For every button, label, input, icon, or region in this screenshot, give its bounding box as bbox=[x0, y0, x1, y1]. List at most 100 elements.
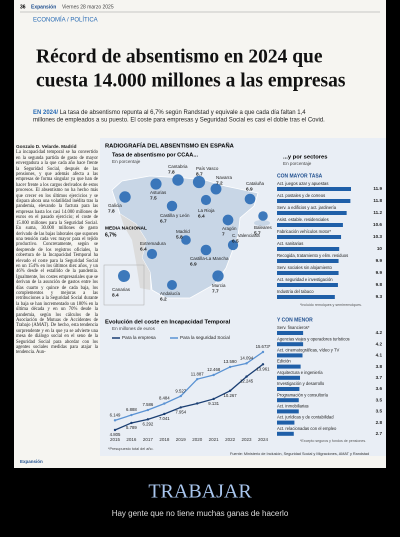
cost-point bbox=[130, 421, 133, 425]
region-value: 5.7 bbox=[254, 230, 261, 236]
sector-bar bbox=[277, 364, 301, 369]
cost-label: 14.094 bbox=[240, 355, 254, 360]
source: Fuente: Ministerio de Inclusión, Segurid… bbox=[230, 452, 369, 456]
sector-value: 2.7 bbox=[376, 431, 383, 436]
meme-title: TRABAJAR bbox=[148, 481, 252, 503]
sector-bar bbox=[277, 387, 300, 391]
lead-1: EN 2024/ La tasa de absentismo repunta a… bbox=[33, 110, 306, 116]
region-name: Castilla-La Mancha bbox=[190, 256, 229, 261]
sector-value: 3.6 bbox=[376, 386, 383, 391]
sector-bar bbox=[277, 375, 301, 380]
sector-value: 11.8 bbox=[373, 198, 382, 203]
cost-label: 5.789 bbox=[126, 425, 137, 430]
sector-name: Act. cinematográficas, vídeo y TV bbox=[277, 348, 340, 353]
sector-value: 3.7 bbox=[376, 375, 383, 380]
cost-label: 15.673* bbox=[256, 344, 271, 349]
meme-caption: Hay gente que no tiene muchas ganas de h… bbox=[112, 509, 289, 518]
sector-value: 9.3 bbox=[376, 294, 383, 299]
map-subtitle: Tasa de absentismo por CCAA... bbox=[112, 152, 198, 158]
cost-point bbox=[261, 350, 265, 354]
sector-name: Recogida, tratamiento y elim. residuos bbox=[277, 253, 348, 258]
cost-label: 6.149 bbox=[110, 412, 121, 417]
lead-2: millones de empleados a su puesto. El co… bbox=[33, 118, 325, 124]
region-bubble bbox=[200, 194, 212, 206]
region-value: 6.9 bbox=[190, 261, 197, 267]
sector-bar bbox=[277, 271, 339, 275]
region-name: Cataluña bbox=[246, 181, 265, 186]
sector-group: Y CON MENOR bbox=[277, 317, 313, 323]
cost-point bbox=[163, 402, 166, 405]
sector-bar bbox=[277, 420, 295, 425]
sector-value: 11.2 bbox=[373, 210, 382, 215]
region-bubble bbox=[146, 248, 158, 260]
region-bubble bbox=[150, 178, 162, 190]
cost-point bbox=[212, 373, 215, 377]
sector-value: 9.9 bbox=[376, 258, 383, 263]
region-bubble bbox=[118, 270, 130, 282]
sector-name: Arquitectura e ingeniería bbox=[277, 370, 323, 375]
sector-name: Act. relacionadas con el empleo bbox=[277, 426, 337, 431]
cost-point bbox=[146, 418, 150, 421]
cost-label: 9.131 bbox=[208, 401, 219, 406]
region-name: Cantabria bbox=[168, 164, 188, 169]
region-value: 7.8 bbox=[108, 208, 115, 214]
cost-point bbox=[261, 363, 265, 366]
cost-point bbox=[163, 412, 166, 416]
region-value: 6.4 bbox=[198, 213, 205, 219]
cost-point bbox=[113, 419, 117, 422]
sector-bar bbox=[277, 211, 347, 215]
cost-label: 13.590 bbox=[224, 359, 238, 364]
year-label: 2019 bbox=[176, 437, 187, 442]
sector-value: 4.2 bbox=[376, 330, 383, 335]
year-label: 2015 bbox=[110, 437, 121, 442]
sector-value: 10.6 bbox=[373, 222, 382, 227]
cost-label: 10.267 bbox=[224, 393, 238, 398]
sector-value: 9.8 bbox=[376, 282, 383, 287]
region-value: 8.4 bbox=[112, 292, 119, 298]
cost-point bbox=[245, 362, 248, 365]
region-value: 8.7 bbox=[196, 171, 203, 177]
sector-value: 3.5 bbox=[376, 397, 383, 402]
sector-name: Act. jurídicas y de contabilidad bbox=[277, 415, 334, 420]
cost-point bbox=[228, 389, 232, 392]
cost-point bbox=[179, 394, 182, 398]
sector-bar bbox=[277, 342, 304, 347]
sector-unit: En porcentaje bbox=[283, 161, 312, 166]
sector-value: 2.8 bbox=[376, 420, 383, 425]
paper-name: Expansión bbox=[31, 4, 56, 10]
sector-group: CON MAYOR TASA bbox=[277, 173, 323, 179]
sector-value: 11.9 bbox=[373, 186, 382, 191]
sector-bar bbox=[277, 353, 303, 358]
year-label: 2016 bbox=[126, 437, 137, 442]
region-value: 6.7 bbox=[160, 218, 167, 224]
region-bubble bbox=[166, 200, 178, 212]
year-label: 2021 bbox=[209, 437, 220, 442]
region-name: Asturias bbox=[150, 190, 167, 195]
region-name: Canarias bbox=[112, 287, 131, 292]
sector-name: Serv. financieros* bbox=[277, 325, 310, 330]
sector-name: Industria del tabaco bbox=[277, 289, 314, 294]
date: Viernes 28 marzo 2025 bbox=[62, 4, 114, 10]
average-value: 6,7% bbox=[105, 232, 117, 238]
region-value: 7.8 bbox=[168, 169, 175, 175]
region-bubble bbox=[244, 193, 256, 205]
cost-point bbox=[196, 402, 199, 405]
region-value: 6.5 bbox=[232, 238, 239, 244]
region-bubble bbox=[210, 183, 222, 195]
region-name: Navarra bbox=[216, 175, 233, 180]
year-label: 2018 bbox=[159, 437, 170, 442]
canarias-box bbox=[103, 264, 145, 306]
cost-label: 4.805 bbox=[110, 432, 121, 437]
sector-value: 4.2 bbox=[376, 341, 383, 346]
region-bubble bbox=[167, 280, 177, 290]
region-bubble bbox=[212, 270, 224, 282]
lead-text: La tasa de absentismo repunta al 6,7% se… bbox=[60, 110, 307, 116]
cost-point bbox=[245, 375, 248, 378]
region-name: Murcia bbox=[212, 283, 226, 288]
cost-label: 6.888 bbox=[126, 407, 137, 412]
region-bubble bbox=[227, 239, 239, 251]
year-label: 2020 bbox=[192, 437, 203, 442]
cost-label: 13.961 bbox=[256, 366, 270, 371]
